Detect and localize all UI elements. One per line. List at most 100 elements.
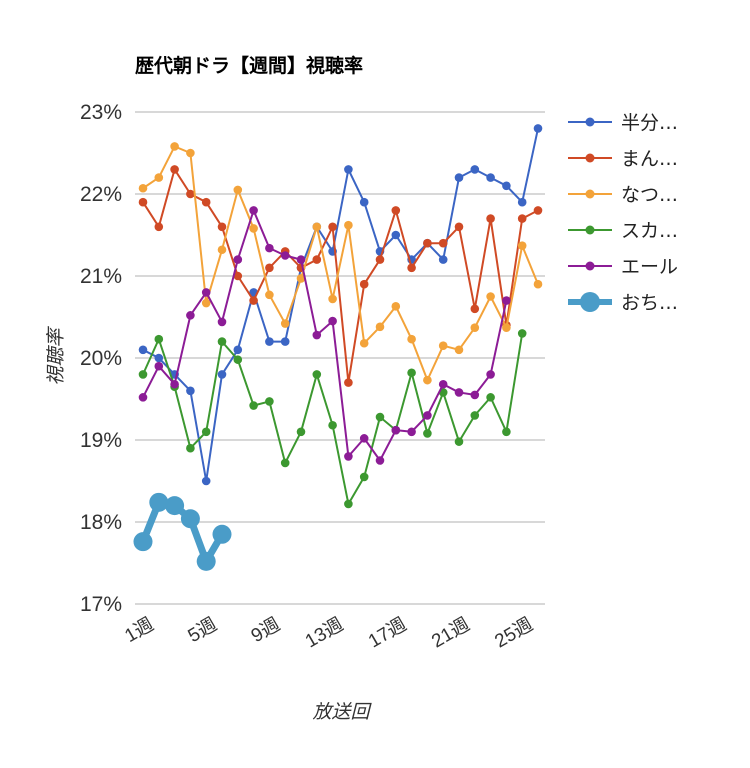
x-tick-label: 1週 — [121, 613, 158, 647]
legend-label: おち… — [621, 292, 678, 314]
x-axis-label: 放送回 — [312, 701, 372, 723]
legend-marker — [585, 189, 595, 199]
data-point — [454, 345, 464, 355]
data-point — [180, 509, 200, 529]
x-tick-label: 17週 — [365, 613, 411, 652]
legend-marker — [585, 261, 595, 271]
legend-item: エール — [568, 256, 678, 278]
series-lines — [133, 124, 543, 571]
legend-item: おち… — [568, 292, 678, 314]
data-point — [454, 437, 464, 446]
series-line — [139, 498, 226, 565]
data-point — [344, 452, 353, 461]
data-point — [454, 388, 464, 397]
data-point — [423, 375, 432, 385]
data-point — [186, 443, 195, 453]
data-point — [407, 263, 416, 273]
data-point — [201, 197, 211, 207]
data-point — [359, 434, 369, 443]
data-point — [201, 298, 211, 308]
legend-marker — [585, 117, 595, 127]
data-point — [391, 206, 401, 215]
data-point — [170, 379, 179, 389]
data-point — [280, 458, 290, 468]
data-point — [249, 224, 258, 233]
data-point — [265, 243, 274, 253]
series-line — [142, 209, 508, 462]
data-point — [486, 292, 495, 301]
data-point — [375, 322, 385, 332]
data-point — [375, 412, 385, 422]
data-point — [438, 379, 448, 389]
data-point — [438, 255, 448, 264]
data-point — [470, 304, 480, 314]
legend: 半分… まん… なつ… スカ… エールおち… — [568, 112, 678, 314]
data-point — [486, 173, 495, 182]
data-point — [407, 334, 416, 344]
data-point — [233, 271, 243, 281]
data-point — [312, 255, 322, 264]
data-point — [296, 274, 306, 283]
data-point — [328, 420, 337, 430]
y-tick-label: 21% — [80, 265, 122, 288]
data-point — [186, 189, 195, 199]
y-tick-label: 17% — [80, 593, 122, 616]
data-point — [201, 476, 211, 486]
data-point — [233, 185, 243, 195]
data-point — [138, 197, 148, 207]
data-point — [217, 337, 227, 346]
data-point — [154, 361, 164, 371]
legend-item: 半分… — [568, 112, 678, 134]
data-point — [280, 319, 290, 328]
data-point — [201, 288, 211, 297]
data-point — [170, 165, 179, 174]
y-tick-label: 23% — [80, 101, 122, 124]
data-point — [486, 214, 495, 223]
x-axis-ticks: 1週 5週 9週 13週 17週 21週 25週 — [121, 613, 537, 652]
data-point — [407, 368, 416, 378]
data-point — [217, 317, 227, 327]
y-tick-label: 18% — [80, 511, 122, 534]
data-point — [265, 397, 274, 406]
data-point — [438, 341, 448, 351]
legend-label: エール — [621, 256, 678, 278]
data-point — [391, 425, 401, 435]
data-point — [296, 427, 306, 437]
data-point — [133, 532, 153, 552]
data-point — [344, 499, 353, 509]
data-point — [502, 427, 511, 437]
legend-item: なつ… — [568, 184, 678, 206]
legend-label: まん… — [621, 148, 678, 170]
legend-marker — [585, 225, 595, 235]
data-point — [296, 255, 306, 264]
data-point — [533, 206, 543, 215]
data-point — [154, 222, 164, 232]
data-point — [344, 378, 353, 387]
x-tick-label: 9週 — [247, 613, 284, 647]
data-point — [249, 401, 258, 410]
y-tick-label: 19% — [80, 429, 122, 452]
data-point — [533, 124, 543, 133]
data-point — [328, 316, 337, 326]
data-point — [391, 302, 401, 311]
data-point — [344, 165, 353, 174]
y-tick-label: 22% — [80, 183, 122, 206]
data-point — [502, 296, 511, 305]
data-point — [423, 238, 432, 248]
data-point — [249, 206, 258, 215]
data-point — [154, 353, 164, 363]
chart-title: 歴代朝ドラ【週間】視聴率 — [135, 54, 363, 77]
series-2 — [138, 165, 543, 387]
data-point — [280, 251, 290, 260]
data-point — [470, 411, 480, 420]
data-point — [186, 386, 195, 396]
data-point — [407, 427, 416, 437]
data-point — [533, 279, 543, 289]
data-point — [486, 393, 495, 402]
data-point — [165, 496, 185, 516]
y-axis-label: 視聴率 — [45, 326, 67, 386]
series-line — [142, 333, 524, 505]
data-point — [138, 393, 148, 402]
data-point — [502, 323, 511, 332]
